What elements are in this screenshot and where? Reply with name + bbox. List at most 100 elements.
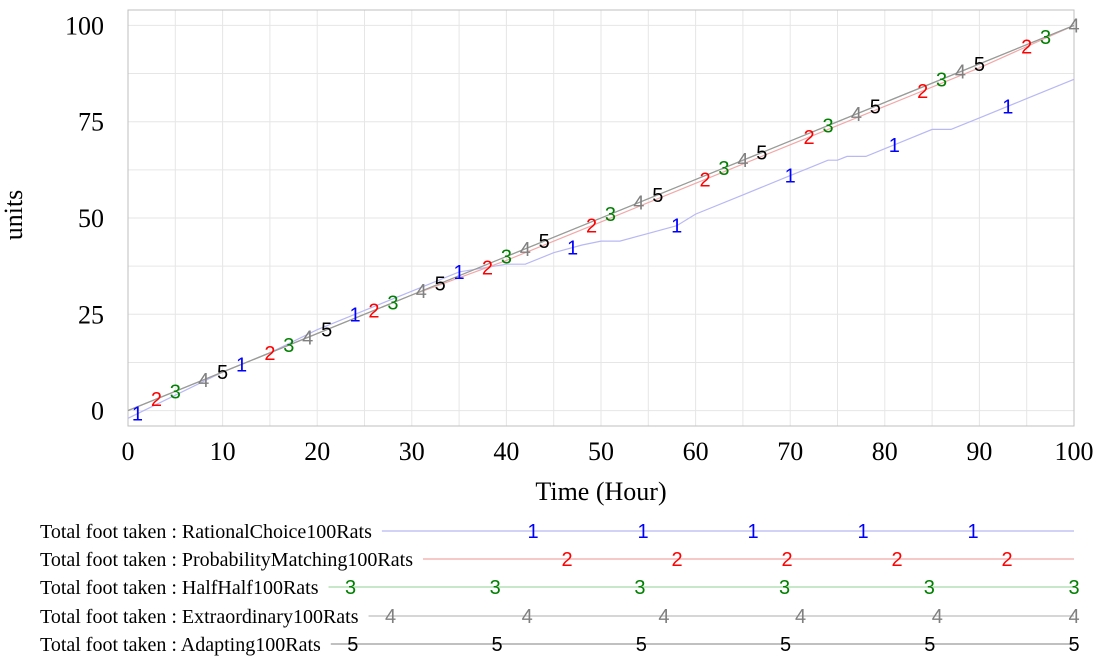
- x-tick-label: 60: [683, 437, 709, 466]
- series-marker-5: 5: [539, 231, 550, 253]
- legend-marker-1: 1: [857, 521, 868, 543]
- series-marker-3: 3: [1040, 27, 1051, 49]
- x-tick-label: 20: [304, 437, 330, 466]
- x-axis-title: Time (Hour): [535, 477, 666, 506]
- x-axis-ticks: 0 10 20 30 40 50 60 70 80 90 100: [122, 437, 1094, 466]
- legend-marker-3: 3: [779, 577, 790, 599]
- series-marker-5: 5: [321, 320, 332, 342]
- legend-marker-5: 5: [636, 634, 647, 656]
- series-line-1: [127, 78, 1075, 419]
- legend-marker-4: 4: [658, 606, 669, 628]
- legend-label-1: Total foot taken : RationalChoice100Rats: [40, 521, 372, 543]
- y-tick-label: 75: [78, 108, 104, 137]
- legend-marker-5: 5: [924, 634, 935, 656]
- series-marker-2: 2: [1021, 37, 1032, 59]
- legend-marker-1: 1: [637, 521, 648, 543]
- legend-marker-2: 2: [781, 549, 792, 571]
- plot-frame: [127, 9, 1075, 427]
- series-marker-3: 3: [501, 247, 512, 269]
- legend-label-4: Total foot taken : Extraordinary100Rats: [40, 606, 359, 628]
- series-marker-1: 1: [236, 354, 247, 376]
- x-tick-label: 10: [210, 437, 236, 466]
- series-marker-3: 3: [283, 335, 294, 357]
- series-marker-5: 5: [217, 362, 228, 384]
- legend-marker-3: 3: [490, 577, 501, 599]
- x-tick-label: 90: [966, 437, 992, 466]
- series-marker-1: 1: [785, 166, 796, 188]
- legend-marker-2: 2: [561, 549, 572, 571]
- series-marker-2: 2: [804, 127, 815, 149]
- legend: Total foot taken : RationalChoice100Rats…: [40, 521, 1080, 656]
- legend-marker-3: 3: [924, 577, 935, 599]
- legend-marker-4: 4: [795, 606, 806, 628]
- x-tick-label: 30: [399, 437, 425, 466]
- series-line-5: [127, 24, 1075, 412]
- y-tick-label: 0: [91, 397, 104, 426]
- series-marker-3: 3: [605, 204, 616, 226]
- series-marker-4: 4: [955, 62, 966, 84]
- series-marker-4: 4: [1068, 15, 1079, 37]
- series-marker-4: 4: [851, 104, 862, 126]
- series-marker-5: 5: [756, 143, 767, 165]
- legend-marker-3: 3: [345, 577, 356, 599]
- legend-label-3: Total foot taken : HalfHalf100Rats: [40, 577, 319, 599]
- series-marker-2: 2: [917, 81, 928, 103]
- series-marker-4: 4: [737, 150, 748, 172]
- legend-label-5: Total foot taken : Adapting100Rats: [40, 634, 321, 656]
- y-axis-title: units: [0, 190, 28, 241]
- legend-marker-4: 4: [385, 606, 396, 628]
- series-marker-5: 5: [435, 273, 446, 295]
- series-marker-5: 5: [870, 96, 881, 118]
- series-marker-3: 3: [936, 69, 947, 91]
- y-tick-label: 25: [78, 300, 104, 329]
- series-marker-5: 5: [974, 54, 985, 76]
- legend-marker-4: 4: [932, 606, 943, 628]
- series-marker-3: 3: [387, 293, 398, 315]
- legend-marker-4: 4: [1068, 606, 1079, 628]
- series-marker-3: 3: [822, 116, 833, 138]
- legend-label-2: Total foot taken : ProbabilityMatching10…: [40, 549, 413, 571]
- series-marker-1: 1: [889, 135, 900, 157]
- x-tick-label: 50: [588, 437, 614, 466]
- series-marker-4: 4: [198, 370, 209, 392]
- series-marker-2: 2: [482, 257, 493, 279]
- legend-marker-2: 2: [1001, 549, 1012, 571]
- x-tick-label: 40: [493, 437, 519, 466]
- series-marker-2: 2: [151, 389, 162, 411]
- series-marker-4: 4: [416, 281, 427, 303]
- series-marker-2: 2: [586, 216, 597, 238]
- legend-marker-5: 5: [1068, 634, 1079, 656]
- legend-marker-3: 3: [634, 577, 645, 599]
- series-marker-1: 1: [349, 304, 360, 326]
- series-marker-1: 1: [132, 404, 143, 426]
- series-marker-4: 4: [302, 327, 313, 349]
- series-marker-3: 3: [170, 381, 181, 403]
- legend-marker-1: 1: [527, 521, 538, 543]
- grid: [128, 10, 1074, 426]
- y-axis-ticks: 0 25 50 75 100: [65, 11, 104, 425]
- legend-marker-2: 2: [671, 549, 682, 571]
- x-tick-label: 0: [122, 437, 135, 466]
- series-marker-4: 4: [520, 239, 531, 261]
- series-marker-2: 2: [264, 343, 275, 365]
- legend-marker-5: 5: [780, 634, 791, 656]
- x-tick-label: 70: [777, 437, 803, 466]
- legend-marker-4: 4: [522, 606, 533, 628]
- x-tick-label: 80: [872, 437, 898, 466]
- y-tick-label: 100: [65, 11, 104, 40]
- y-tick-label: 50: [78, 204, 104, 233]
- legend-marker-2: 2: [891, 549, 902, 571]
- legend-marker-1: 1: [967, 521, 978, 543]
- legend-marker-1: 1: [747, 521, 758, 543]
- series-marker-1: 1: [567, 238, 578, 260]
- legend-marker-5: 5: [491, 634, 502, 656]
- series-marker-2: 2: [368, 300, 379, 322]
- legend-marker-5: 5: [347, 634, 358, 656]
- series-marker-3: 3: [718, 158, 729, 180]
- series-marker-4: 4: [633, 193, 644, 215]
- series-marker-5: 5: [652, 185, 663, 207]
- series-marker-1: 1: [1002, 96, 1013, 118]
- series-marker-1: 1: [454, 262, 465, 284]
- x-tick-label: 100: [1055, 437, 1094, 466]
